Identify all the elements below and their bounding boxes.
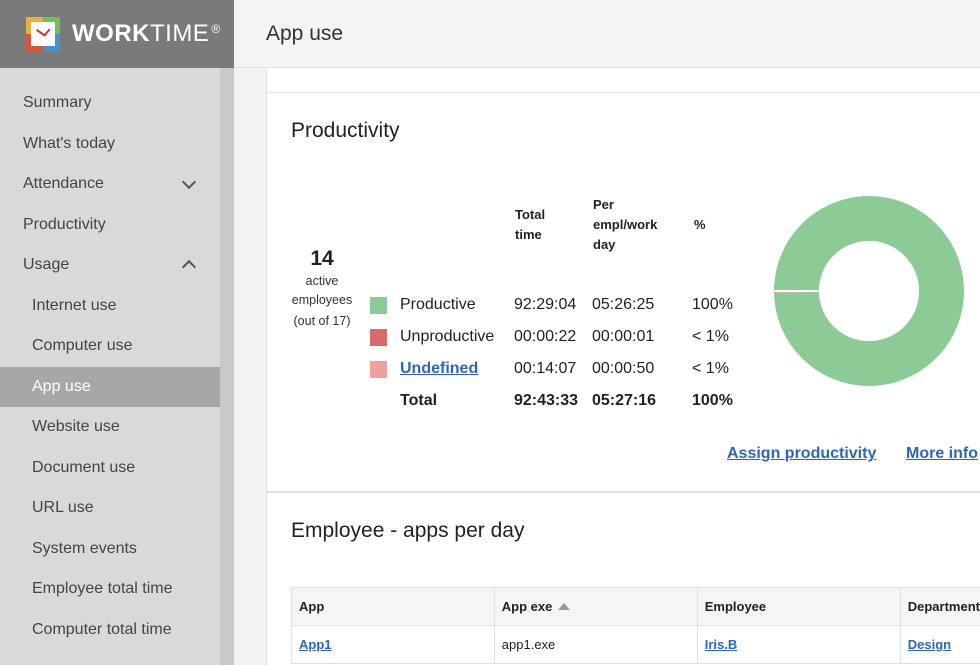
clock-logo-icon [26,17,60,51]
productivity-donut-chart [774,196,964,387]
row-total-time: 92:29:04 [514,296,577,313]
employee-link[interactable]: Iris.B [704,637,738,652]
donut-hole [819,241,919,341]
col-header-percent: % [694,217,706,232]
main-content: Productivity 14 active employees (out of… [234,68,980,665]
chevron-up-icon[interactable] [181,260,197,275]
page-title: App use [266,21,344,45]
sidebar-item-internet-use[interactable]: Internet use [0,286,220,327]
chevron-down-icon[interactable] [181,175,197,190]
sidebar-item-employee-total-time[interactable]: Employee total time [0,569,220,610]
row-percent: < 1% [692,360,729,377]
cell-employee: Iris.B [696,625,901,664]
sidebar: WORKTIME ® Summary What's today Attendance P… [0,0,234,665]
sidebar-item-system-events[interactable]: System events [0,529,220,570]
sidebar-item-label: Usage [23,256,70,274]
card-top [266,68,980,92]
cell-app: App1 [291,625,495,664]
sidebar-item-website-use[interactable]: Website use [0,407,220,448]
active-employees-count: 14 [310,247,334,270]
sidebar-item-label: Website use [32,418,120,436]
active-employees-label: employees [291,293,353,307]
app-link[interactable]: App1 [299,637,332,652]
sidebar-item-usage[interactable]: Usage [0,245,220,286]
apps-card: Employee - apps per day App App exe Empl… [266,492,980,665]
cell-app-exe: app1.exe [493,625,698,664]
department-link[interactable]: Design [907,637,952,652]
sidebar-item-label: App use [32,377,91,395]
col-header-total-time: Total time [515,207,546,242]
sidebar-item-computer-total-time[interactable]: Computer total time [0,610,220,651]
sidebar-item-label: Internet use [32,296,117,314]
total-time: 92:43:33 [514,392,579,409]
sidebar-item-label: Productivity [23,215,106,233]
sidebar-item-what-s-today[interactable]: What's today [0,124,220,165]
col-header-department[interactable]: Department [899,587,980,626]
page-header: App use [234,0,980,68]
active-employees-label: active [305,274,339,288]
row-per-empl: 00:00:01 [592,328,655,345]
brand-name: WORKTIME ® [72,20,221,47]
col-header-app[interactable]: App [291,587,495,626]
cell-department: Design [899,625,980,664]
donut-slice-unproductive[interactable] [774,291,820,293]
sidebar-nav: Summary What's today Attendance Productivit… [0,68,220,650]
sidebar-item-label: System events [32,539,137,557]
sidebar-item-label: Summary [23,94,92,112]
productivity-title: Productivity [291,119,400,142]
sidebar-item-document-use[interactable]: Document use [0,448,220,489]
row-percent: 100% [692,296,733,313]
productivity-card: Productivity 14 active employees (out of… [266,92,980,492]
sidebar-item-computer-use[interactable]: Computer use [0,326,220,367]
logo[interactable]: WORKTIME ® [0,0,234,68]
apps-table: App App exe Employee Department App1 app1… [291,587,980,664]
legend-swatch [370,328,387,346]
apps-title: Employee - apps per day [291,519,525,542]
sidebar-scrollbar[interactable] [220,68,234,665]
table-row: App1 app1.exe Iris.B Design [291,625,980,664]
assign-productivity-link[interactable]: Assign productivity [727,445,877,462]
col-header-per-empl: Per empl/work day [593,197,658,252]
sidebar-item-attendance[interactable]: Attendance [0,164,220,205]
sidebar-item-label: Attendance [23,175,104,193]
sidebar-item-label: What's today [23,134,115,152]
row-per-empl: 00:00:50 [592,360,655,377]
undefined-link[interactable]: Undefined [400,360,479,377]
active-employees-label: (out of 17) [293,314,351,328]
row-label: Unproductive [400,328,495,345]
sidebar-item-app-use[interactable]: App use [0,366,220,407]
row-total-time: 00:00:22 [514,328,577,345]
row-total-time: 00:14:07 [514,360,577,377]
donut-slice-productive[interactable] [774,196,964,387]
col-header-employee[interactable]: Employee [696,587,901,626]
col-header-app-exe[interactable]: App exe [493,587,698,626]
row-percent: < 1% [692,328,729,345]
sidebar-item-summary[interactable]: Summary [0,83,220,124]
sidebar-item-label: Document use [32,458,136,476]
total-percent: 100% [692,392,733,409]
sort-ascending-icon [558,603,571,610]
sidebar-item-label: Employee total time [32,580,173,598]
row-per-empl: 05:26:25 [592,296,655,313]
legend-swatch [370,360,387,378]
total-label: Total [400,392,438,409]
more-info-link[interactable]: More info [906,445,978,462]
active-employees: 14 active employees (out of 17) [287,247,357,332]
sidebar-item-label: URL use [32,499,94,517]
sidebar-item-productivity[interactable]: Productivity [0,205,220,246]
legend-swatch [370,296,387,314]
sidebar-item-url-use[interactable]: URL use [0,488,220,529]
total-per-empl: 05:27:16 [592,392,657,409]
row-label: Productive [400,296,476,313]
sidebar-item-label: Computer use [32,337,133,355]
sidebar-item-label: Computer total time [32,620,172,638]
